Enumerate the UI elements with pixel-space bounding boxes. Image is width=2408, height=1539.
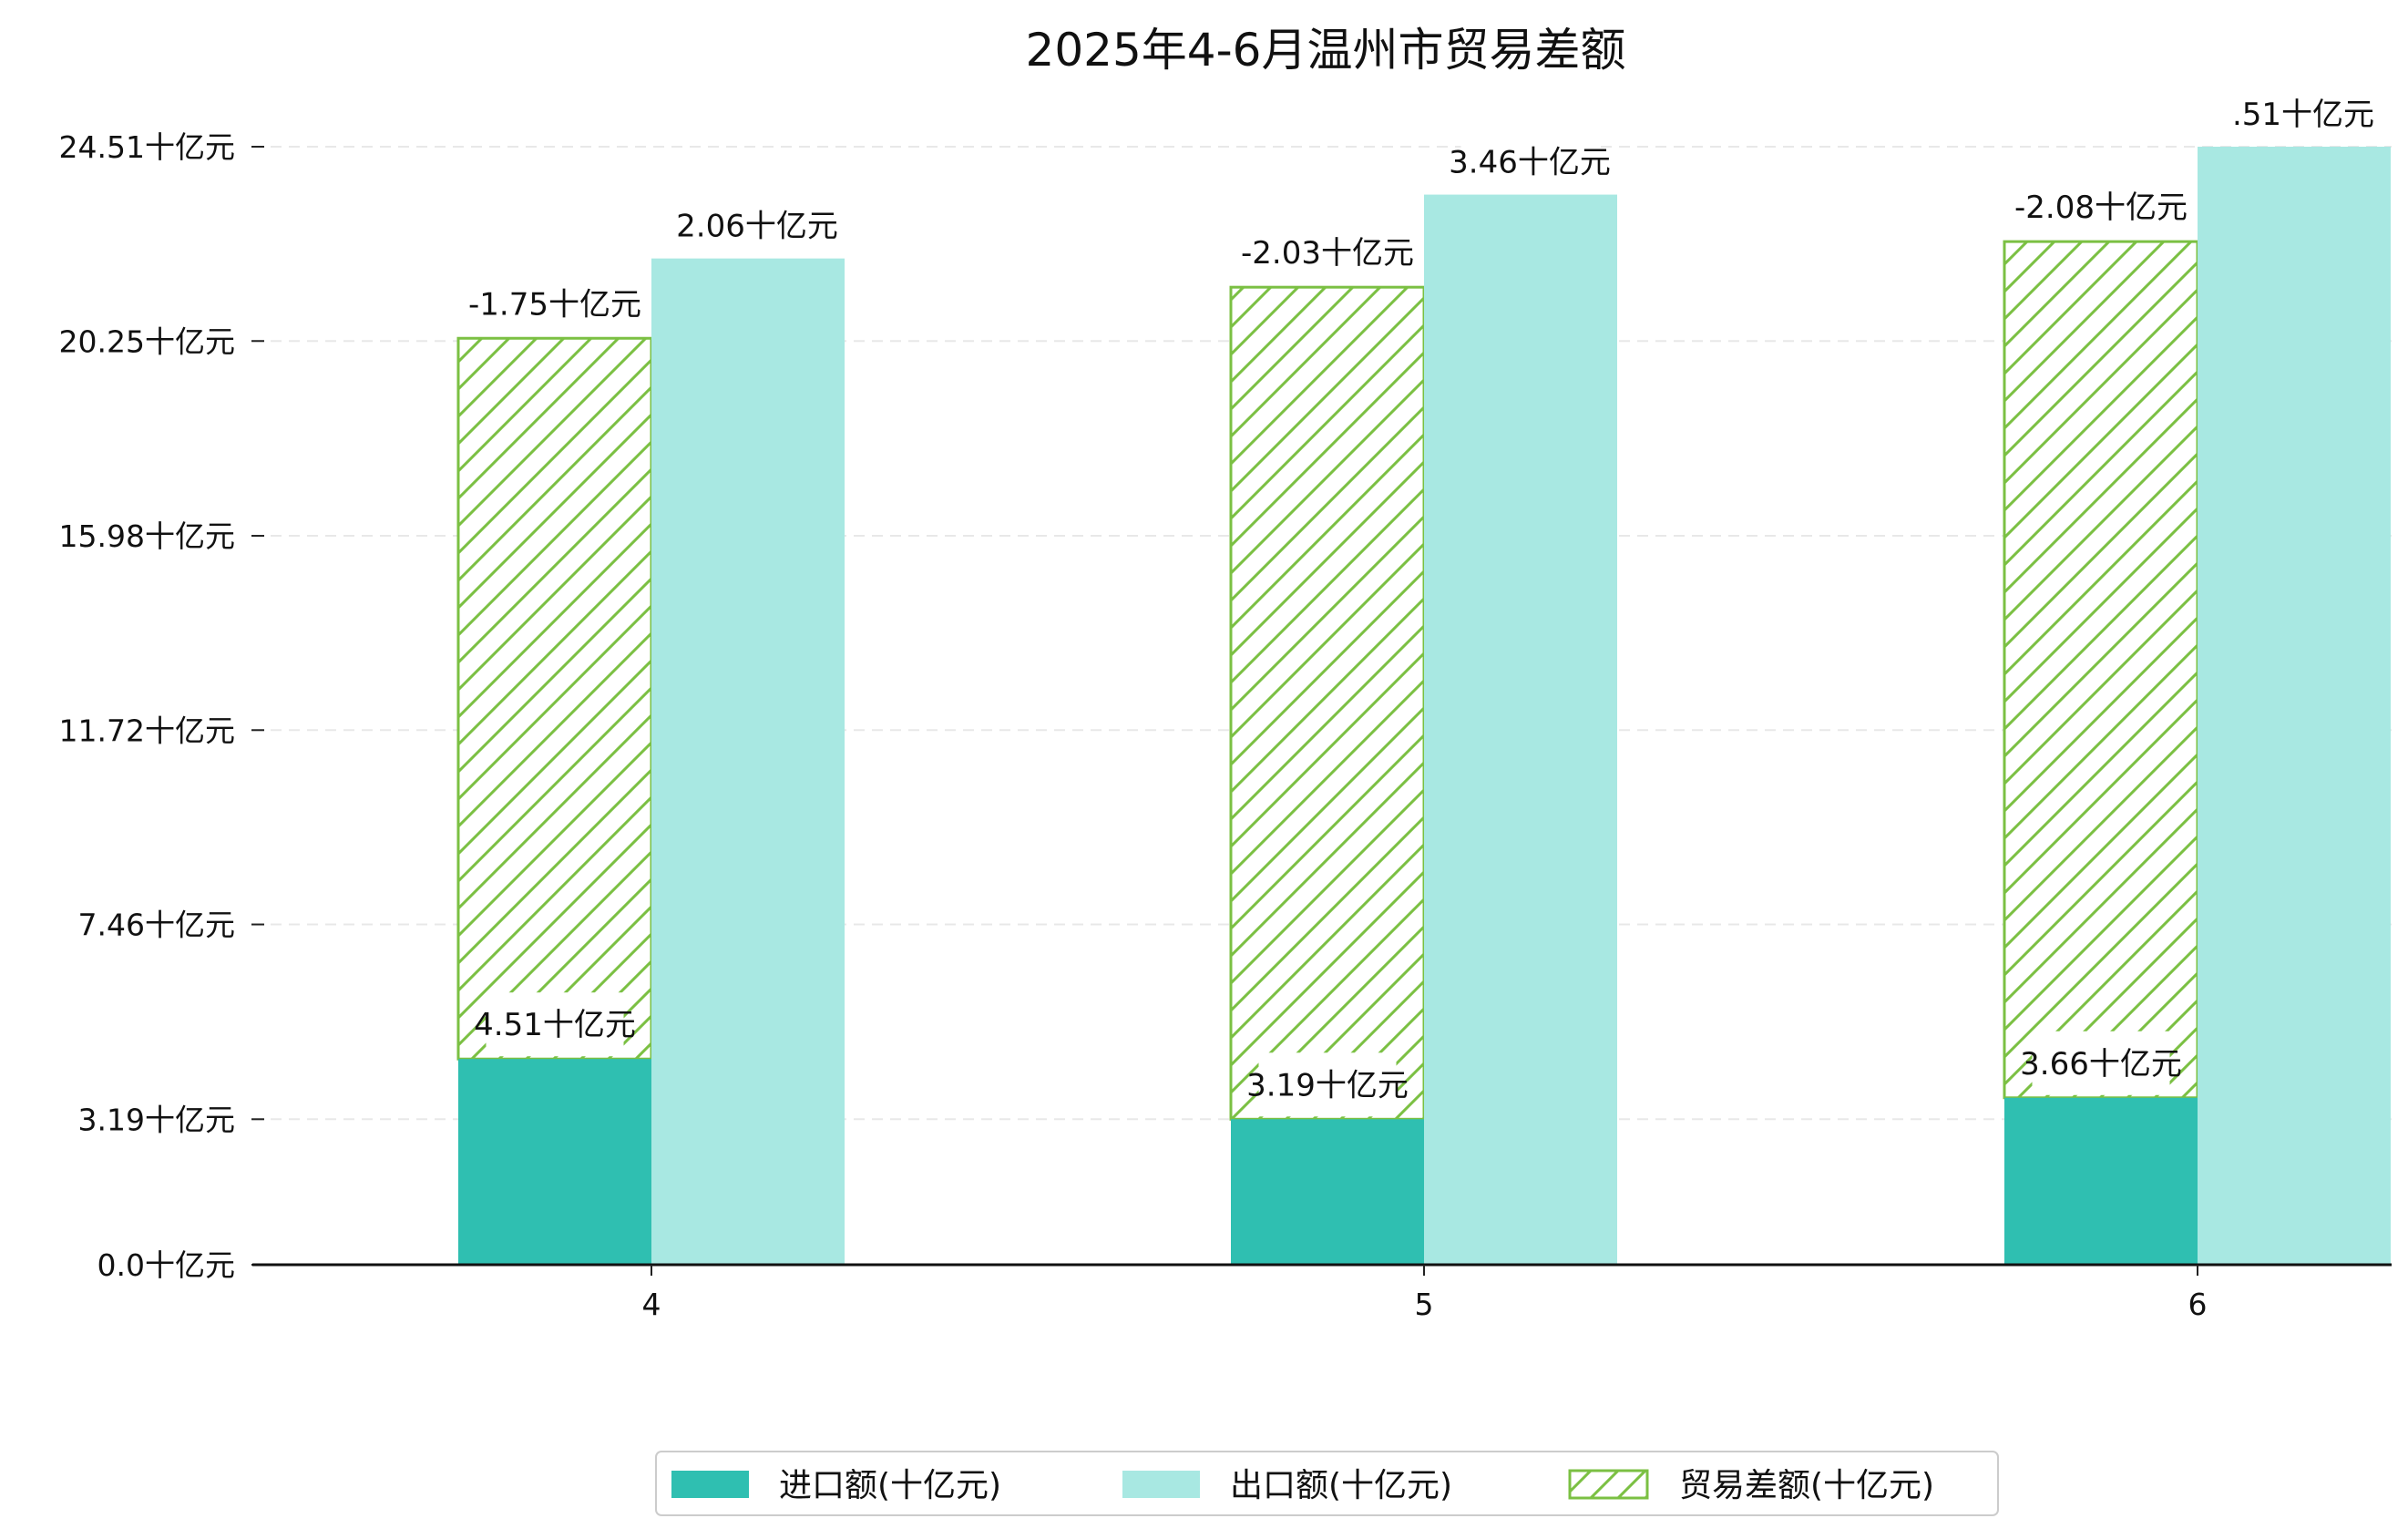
x-tick-label: 4 (642, 1287, 661, 1322)
legend-swatch (1568, 1469, 1649, 1500)
export-bar (1424, 194, 1617, 1266)
import-value-label: 3.19十亿元 (1246, 1067, 1409, 1103)
y-tick-label: 11.72十亿元 (59, 713, 235, 748)
balance-value-label-bg (2024, 175, 2178, 240)
x-tick-label: 5 (1415, 1287, 1434, 1322)
legend-swatch (671, 1471, 749, 1498)
y-tick-label: 7.46十亿元 (78, 908, 235, 943)
export-value-label-bg (2243, 82, 2363, 146)
y-tick-label: 20.25十亿元 (59, 323, 235, 359)
y-tick-label: 15.98十亿元 (59, 518, 235, 554)
data-labels-layer: 4.51十亿元 2.06十亿元 -1.75十亿元 3.19十亿元 3.46十亿元 -2.0… (468, 82, 2374, 1117)
export-bar (651, 258, 845, 1266)
export-value-label: .51十亿元 (2232, 97, 2374, 133)
y-tick-label: 3.19十亿元 (78, 1102, 235, 1137)
balance-value-label-bg (1250, 221, 1405, 285)
import-value-label-bg (486, 992, 624, 1057)
legend-label: 进口额(十亿元) (779, 1467, 1001, 1504)
balance-bar (456, 336, 653, 1061)
bars-layer (456, 147, 2391, 1266)
balance-value-label: -1.75十亿元 (468, 286, 641, 323)
import-value-label: 4.51十亿元 (474, 1007, 636, 1043)
import-value-label: 3.66十亿元 (2020, 1046, 2182, 1082)
legend-label: 出口额(十亿元) (1230, 1467, 1452, 1504)
import-value-label-bg (2032, 1031, 2170, 1095)
balance-value-label-bg (477, 272, 632, 336)
import-value-label-bg (1258, 1052, 1397, 1117)
y-tick-label: 24.51十亿元 (59, 129, 235, 165)
legend-box (655, 1451, 1999, 1516)
legend-label: 贸易差额(十亿元) (1679, 1467, 1934, 1504)
balance-bar (1229, 285, 1426, 1121)
export-value-label-bg (688, 193, 826, 258)
balance-value-label: -2.08十亿元 (2014, 190, 2188, 226)
y-tick-label: 0.0十亿元 (97, 1247, 235, 1283)
import-bar (458, 1059, 651, 1265)
legend-swatch (1122, 1471, 1200, 1498)
legend: 进口额(十亿元) 出口额(十亿元) 贸易差额(十亿元) (655, 1451, 1999, 1516)
import-bar (2004, 1097, 2198, 1265)
x-tick-label: 6 (2188, 1287, 2208, 1322)
axes-layer: 0.0十亿元 3.19十亿元 7.46十亿元 11.72十亿元 15.98十亿元 20.2… (59, 129, 2392, 1322)
import-bar (1231, 1119, 1424, 1265)
export-bar (2198, 147, 2391, 1265)
chart-title: 2025年4-6月温州市贸易差额 (1026, 24, 1626, 77)
balance-bar (2003, 240, 2199, 1100)
export-value-label: 3.46十亿元 (1449, 145, 1611, 181)
export-value-label: 2.06十亿元 (676, 209, 838, 245)
export-value-label-bg (1460, 129, 1599, 194)
balance-value-label: -2.03十亿元 (1241, 235, 1414, 272)
